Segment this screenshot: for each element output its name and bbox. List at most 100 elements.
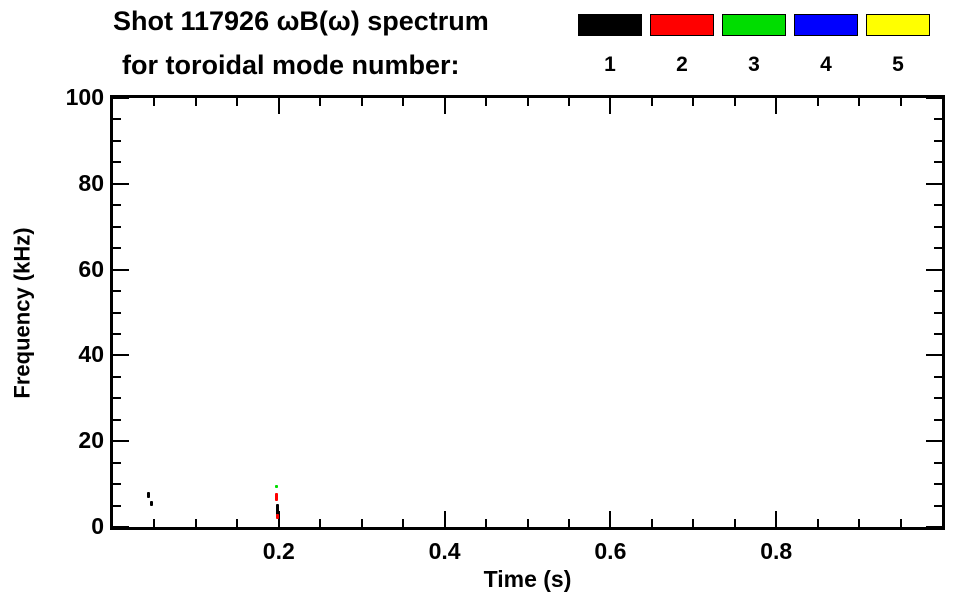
axis-tick [113,139,121,142]
axis-tick [934,139,942,142]
axis-tick [113,418,121,421]
axis-tick [443,98,446,114]
axis-tick [113,311,121,314]
legend-swatch [866,14,930,36]
axis-tick [113,483,121,486]
axis-tick [113,354,129,357]
axis-tick [934,397,942,400]
legend-mode-number: 4 [820,53,832,76]
legend-swatch [722,14,786,36]
legend-swatch [578,14,642,36]
axis-tick [485,98,488,106]
axis-tick [816,519,819,527]
data-point [149,500,153,506]
axis-tick [236,519,239,527]
axis-tick [360,98,363,106]
legend-mode-number: 3 [748,53,760,76]
axis-tick [609,511,612,527]
legend-mode-number: 2 [676,53,688,76]
axis-tick [113,268,129,271]
x-tick-label: 0.8 [760,538,793,564]
axis-tick [934,483,942,486]
axis-tick [650,519,653,527]
legend-swatch [650,14,714,36]
axis-tick [194,98,197,106]
axis-tick [113,204,121,207]
axis-tick [934,504,942,507]
axis-tick [567,519,570,527]
legend-mode-number: 1 [604,53,616,76]
axis-tick [692,519,695,527]
axis-tick [934,332,942,335]
axis-tick [926,182,942,185]
x-tick-label: 0.6 [594,538,627,564]
axis-tick [934,290,942,293]
axis-tick [934,247,942,250]
axis-tick [236,98,239,106]
axis-tick [567,98,570,106]
y-tick-label: 80 [78,169,104,196]
axis-tick [858,98,861,106]
legend [578,14,930,36]
axis-tick [402,519,405,527]
plot-area [110,95,945,530]
axis-tick [934,375,942,378]
legend-mode-numbers: 1 2 3 4 5 [578,53,930,77]
axis-tick [113,97,129,99]
axis-tick [934,204,942,207]
axis-tick [360,519,363,527]
axis-tick [775,511,778,527]
data-point [275,504,279,516]
axis-tick [113,161,121,164]
axis-tick [113,526,129,528]
axis-tick [816,98,819,106]
axis-tick [934,118,942,121]
x-axis-label: Time (s) [483,566,572,592]
axis-tick [113,332,121,335]
axis-tick [775,98,778,114]
axis-tick [113,290,121,293]
axis-tick [194,519,197,527]
axis-tick [113,118,121,121]
axis-tick [926,526,942,528]
axis-tick [899,98,902,106]
y-axis-label: Frequency (kHz) [10,226,35,399]
legend-mode-number: 5 [892,53,904,76]
axis-tick [319,519,322,527]
axis-tick [926,268,942,271]
axis-tick [733,98,736,106]
axis-tick [926,440,942,443]
axis-tick [934,461,942,464]
axis-tick [934,225,942,228]
data-point [274,492,278,502]
data-point [275,513,279,519]
y-tick-label: 60 [78,255,104,282]
y-tick-label: 40 [78,341,104,368]
axis-tick [113,504,121,507]
x-tick-label: 0.4 [428,538,461,564]
axis-tick [319,98,322,106]
axis-tick [926,97,942,99]
axis-tick [113,375,121,378]
chart-subtitle: for toroidal mode number: [122,50,460,80]
axis-tick [934,418,942,421]
axis-tick [934,161,942,164]
axis-tick [113,440,129,443]
axis-tick [113,397,121,400]
legend-swatch [794,14,858,36]
data-point [274,484,278,488]
chart-title: Shot 117926 ωB(ω) spectrum [113,6,489,36]
y-tick-label: 100 [65,84,104,110]
axis-tick [899,519,902,527]
axis-tick [692,98,695,106]
axis-tick [113,247,121,250]
axis-tick [443,511,446,527]
axis-tick [926,354,942,357]
y-tick-label: 0 [91,513,104,539]
axis-tick [526,98,529,106]
axis-tick [402,98,405,106]
data-point [147,491,151,499]
axis-tick [113,461,121,464]
axis-tick [153,98,156,106]
